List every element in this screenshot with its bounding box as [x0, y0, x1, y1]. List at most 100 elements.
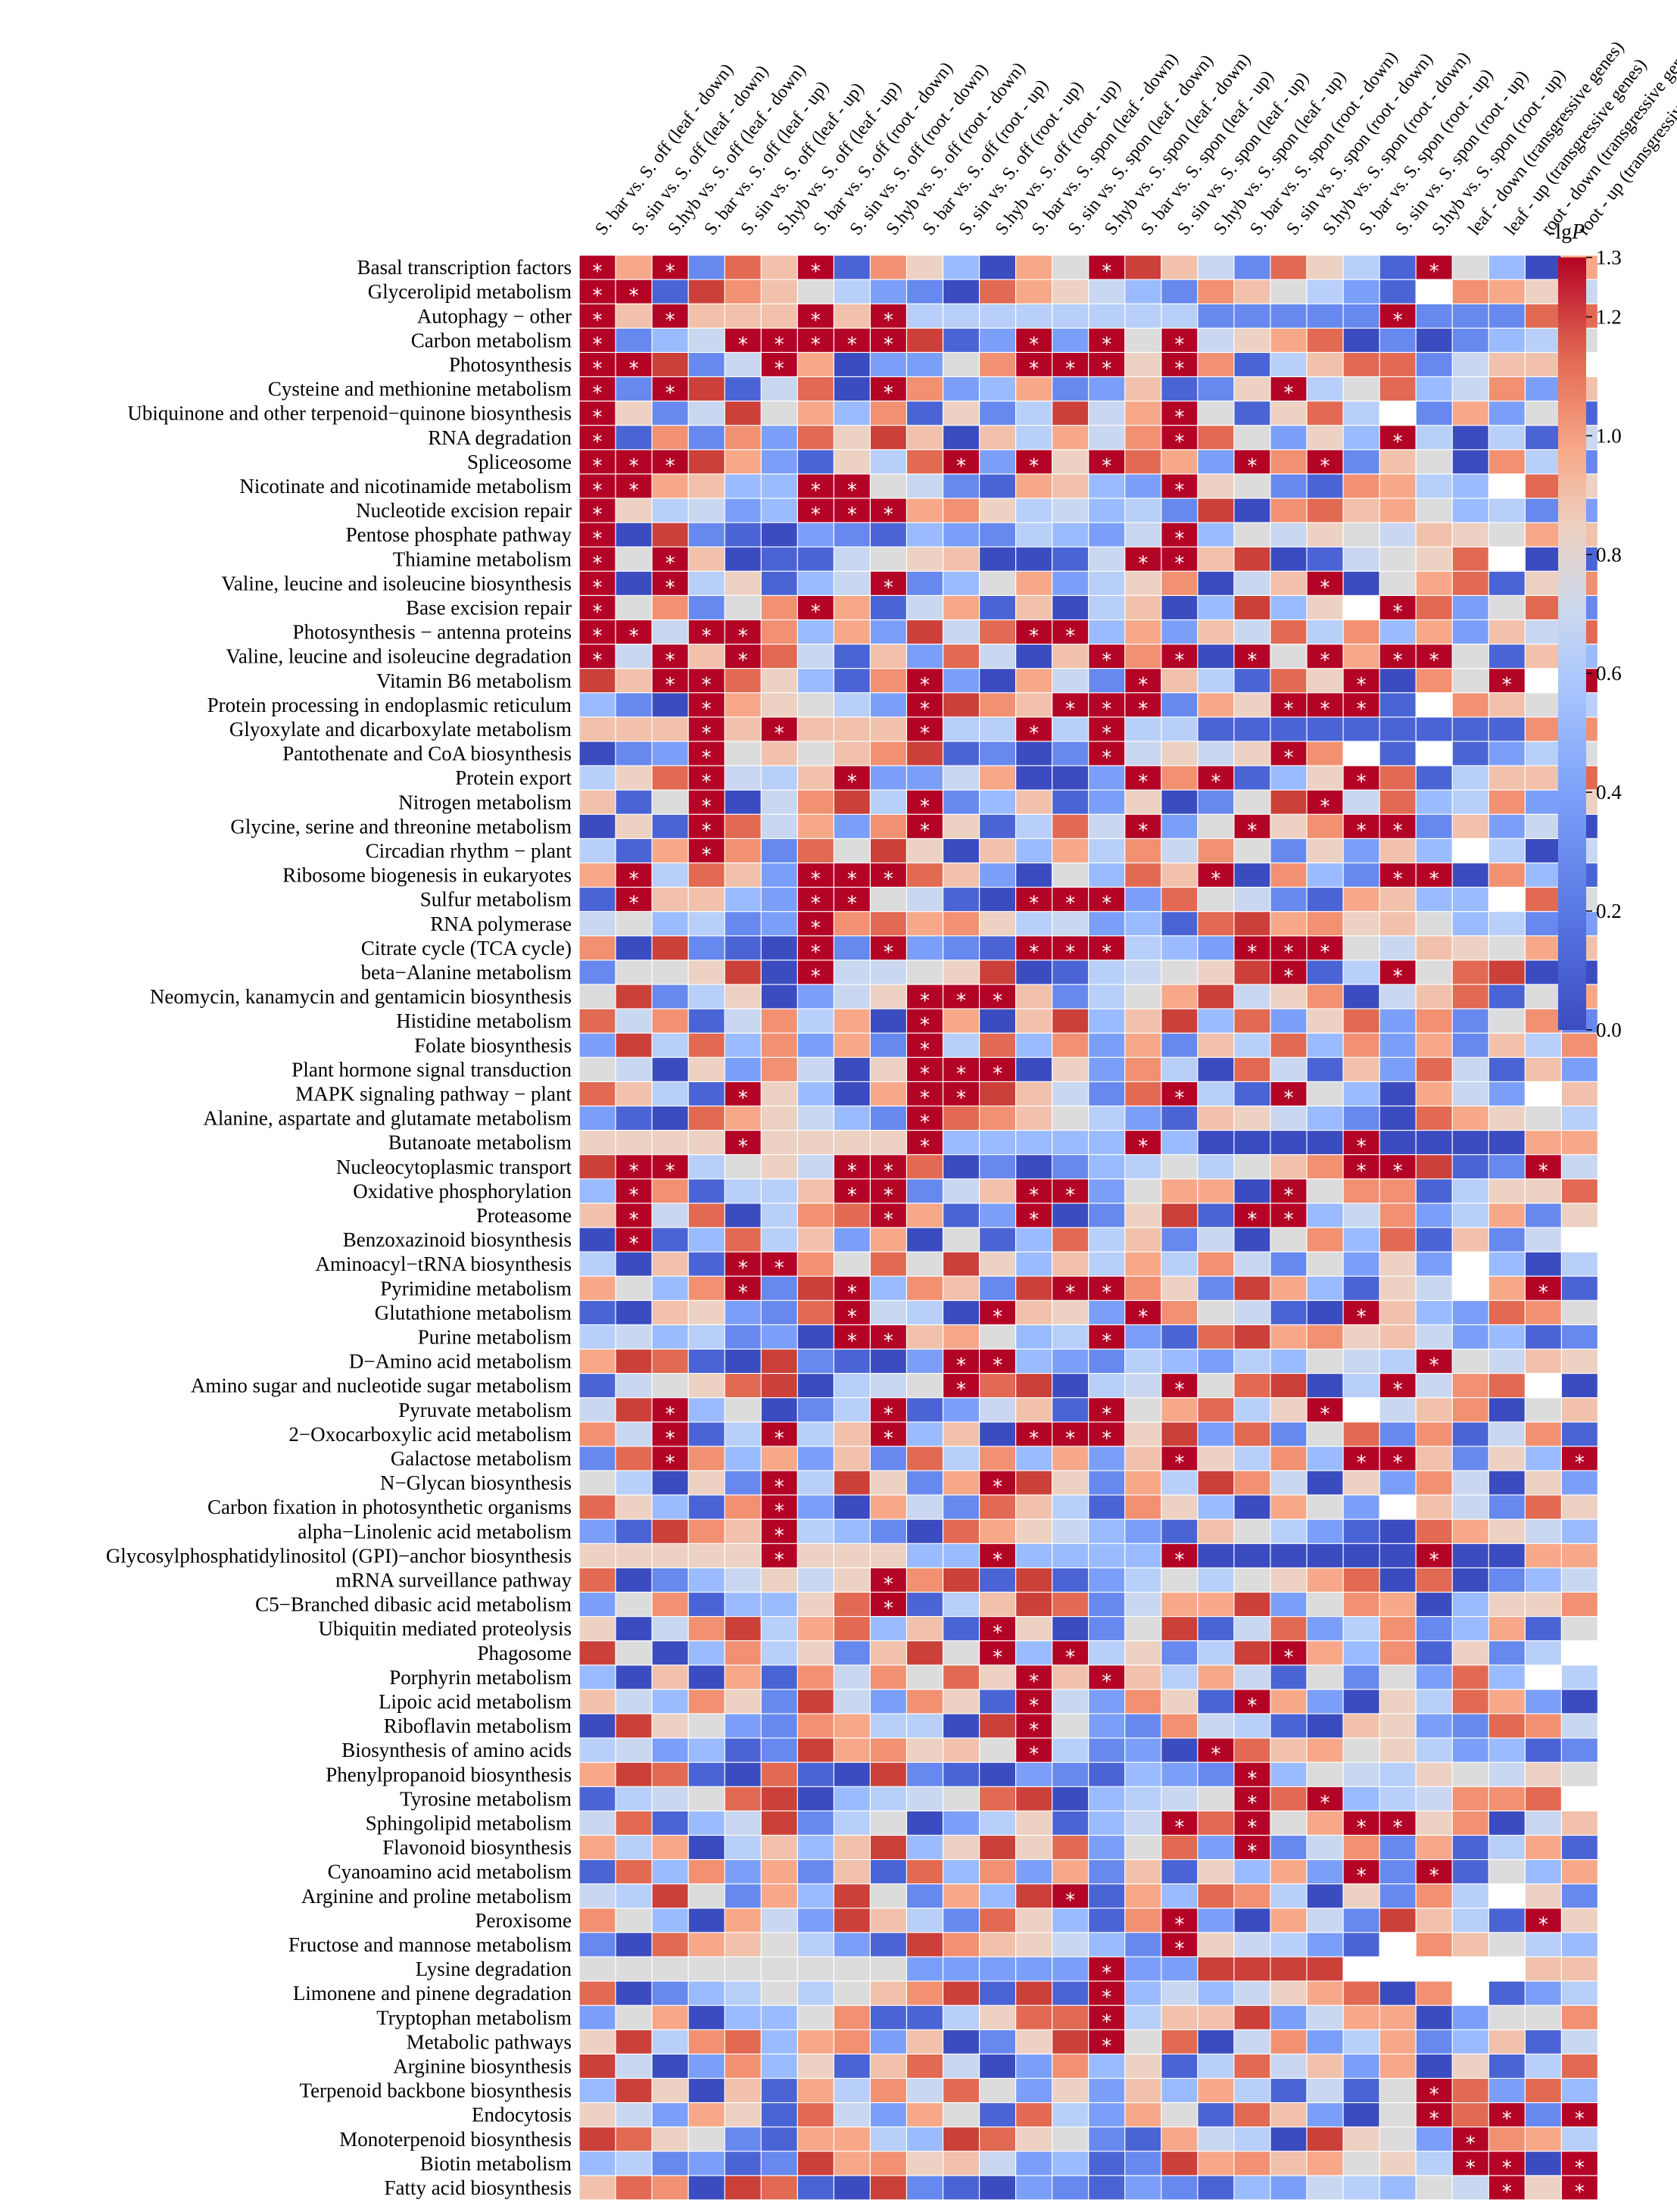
heatmap-cell — [1161, 1009, 1198, 1033]
heatmap-cell — [1270, 2029, 1307, 2054]
heatmap-cell — [652, 1495, 688, 1519]
heatmap-cell — [1452, 1082, 1488, 1106]
heatmap-cell — [1452, 2103, 1488, 2127]
heatmap-cell — [1125, 717, 1161, 741]
significance-star: * — [629, 479, 639, 502]
heatmap-cell — [1270, 814, 1307, 838]
heatmap-cell — [579, 1738, 616, 1762]
heatmap-cell — [1379, 1422, 1416, 1446]
heatmap-cell — [1089, 644, 1125, 669]
heatmap-cell — [907, 255, 943, 279]
heatmap-cell — [943, 1131, 979, 1155]
heatmap-cell — [1234, 1543, 1270, 1568]
heatmap-cell — [761, 1398, 797, 1422]
heatmap-cell — [1416, 1714, 1452, 1738]
heatmap-cell — [1343, 1179, 1379, 1203]
heatmap-cell — [1089, 2029, 1125, 2054]
heatmap-cell — [1234, 2079, 1270, 2102]
heatmap-cell — [980, 766, 1015, 790]
heatmap-cell — [1525, 863, 1561, 887]
heatmap-cell — [579, 1957, 616, 1981]
heatmap-cell — [761, 790, 797, 814]
heatmap-cell — [1052, 1398, 1089, 1422]
heatmap-cell — [1198, 1471, 1234, 1495]
heatmap-cell — [725, 2054, 761, 2078]
significance-star: * — [1138, 819, 1148, 842]
heatmap-cell — [871, 474, 906, 498]
heatmap-cell — [834, 1811, 870, 1835]
significance-star: * — [847, 893, 857, 916]
significance-star: * — [666, 1403, 675, 1426]
heatmap-cell — [834, 1325, 870, 1349]
heatmap-cell — [871, 1179, 906, 1203]
heatmap-cell — [1016, 377, 1052, 401]
heatmap-cell — [943, 644, 979, 669]
heatmap-cell — [616, 1617, 652, 1641]
heatmap-cell — [1379, 1300, 1416, 1324]
heatmap-cell — [907, 888, 943, 912]
heatmap-cell — [1234, 304, 1270, 328]
heatmap-cell — [1307, 450, 1343, 474]
heatmap-cell — [1525, 1252, 1561, 1276]
heatmap-cell — [871, 1155, 906, 1179]
heatmap-cell — [616, 2103, 652, 2127]
heatmap-cell — [1270, 2005, 1307, 2029]
heatmap-cell — [1488, 1836, 1525, 1859]
heatmap-cell — [1525, 766, 1561, 790]
heatmap-cell — [1089, 304, 1125, 328]
heatmap-cell — [1052, 1446, 1089, 1471]
significance-star: * — [775, 1549, 784, 1571]
heatmap-cell — [1270, 644, 1307, 669]
significance-star: * — [1575, 2108, 1585, 2131]
heatmap-cell — [1379, 669, 1416, 693]
heatmap-cell — [1270, 741, 1307, 766]
heatmap-cell — [1016, 1446, 1052, 1471]
significance-star: * — [1466, 2157, 1476, 2179]
heatmap-cell — [725, 814, 761, 838]
heatmap-cell — [980, 1009, 1015, 1033]
row-label: 2−Oxocarboxylic acid metabolism — [288, 1423, 572, 1446]
heatmap-cell — [1052, 1155, 1089, 1179]
heatmap-cell — [616, 644, 652, 669]
heatmap-cell — [1343, 1325, 1379, 1349]
heatmap-cell — [1379, 620, 1416, 644]
heatmap-cell — [871, 1349, 906, 1373]
heatmap-cell — [1052, 984, 1089, 1009]
heatmap-cell — [761, 1009, 797, 1033]
heatmap-cell — [1161, 523, 1198, 547]
heatmap-cell — [907, 571, 943, 595]
significance-star: * — [1029, 1671, 1039, 1693]
heatmap-cell — [1561, 1714, 1598, 1738]
heatmap-cell — [871, 377, 906, 401]
significance-star: * — [738, 626, 748, 648]
heatmap-cell — [1052, 1203, 1089, 1228]
heatmap-cell — [907, 984, 943, 1009]
row-label: Autophagy − other — [417, 304, 572, 327]
heatmap-cell — [1270, 279, 1307, 304]
heatmap-cell — [1343, 1689, 1379, 1714]
heatmap-cell — [1488, 328, 1525, 352]
significance-star: * — [1357, 674, 1367, 697]
significance-star: * — [1174, 479, 1184, 502]
heatmap-cell — [1198, 936, 1234, 960]
heatmap-cell — [1416, 1057, 1452, 1081]
heatmap-cell — [616, 523, 652, 547]
heatmap-cell — [761, 426, 797, 450]
heatmap-cell — [980, 596, 1015, 619]
colorbar-tick-label: 0.0 — [1596, 1019, 1622, 1041]
heatmap-cell — [616, 596, 652, 619]
significance-star: * — [1102, 261, 1111, 283]
heatmap-cell — [1525, 717, 1561, 741]
heatmap-cell — [871, 1762, 906, 1786]
heatmap-cell — [1525, 1689, 1561, 1714]
heatmap-cell — [1198, 1786, 1234, 1811]
heatmap-cell — [1452, 644, 1488, 669]
heatmap-cell — [1089, 1033, 1125, 1057]
heatmap-cell — [725, 596, 761, 619]
heatmap-cell — [797, 2029, 834, 2054]
heatmap-cell — [652, 1446, 688, 1471]
heatmap-cell — [1561, 1811, 1598, 1835]
heatmap-cell — [579, 839, 616, 863]
row-label: Limonene and pinene degradation — [293, 1982, 572, 2005]
heatmap-cell — [1452, 1349, 1488, 1373]
